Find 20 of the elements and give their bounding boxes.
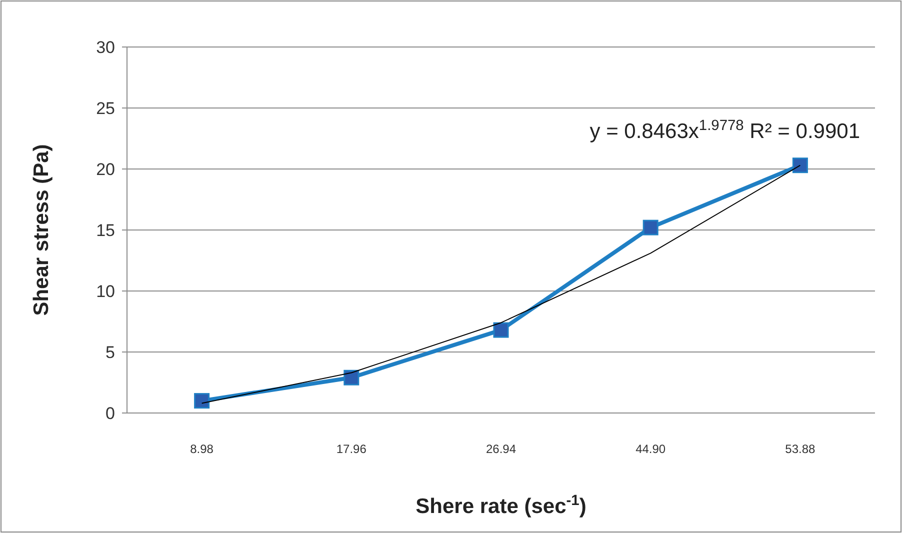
point	[194, 393, 210, 409]
y-tick-label: 25	[96, 98, 115, 118]
y-tick-label: 0	[106, 404, 115, 423]
point	[792, 158, 808, 174]
x-tick-label: 26.94	[486, 442, 516, 456]
y-tick-label: 15	[96, 220, 115, 240]
x-tick-label: 44.90	[636, 442, 666, 456]
point	[344, 370, 360, 386]
point	[493, 322, 509, 338]
x-tick-label: 8.98	[190, 442, 214, 456]
x-tick-label: 53.88	[785, 442, 816, 456]
y-tick-label: 5	[106, 342, 115, 362]
y-tick-label: 30	[96, 38, 115, 57]
y-axis-title: Shear stress (Pa)	[30, 144, 53, 316]
point	[642, 220, 658, 236]
annotation: y = 0.8463x$^{1.9778}$ R² = 0.9901	[590, 118, 860, 143]
x-axis-title: Shere rate (sec$^{-1}$)	[416, 493, 586, 518]
y-tick-label: 10	[96, 282, 115, 301]
x-tick-label: 17.96	[336, 442, 367, 456]
y-tick-label: 20	[96, 160, 115, 179]
